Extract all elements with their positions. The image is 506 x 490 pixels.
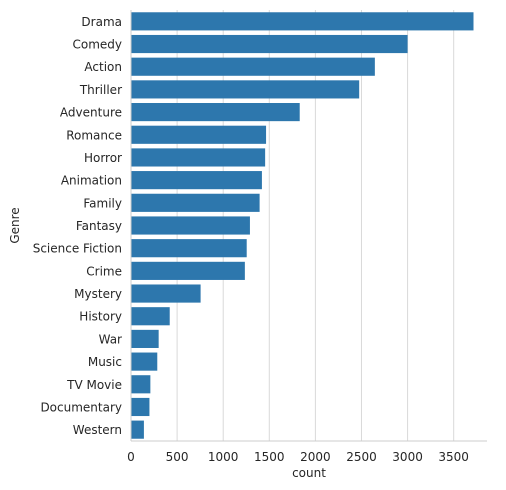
x-tick-label: 3000: [392, 450, 423, 464]
y-tick-label: Animation: [61, 174, 122, 188]
y-axis-label: Genre: [8, 207, 22, 243]
bar-comedy: [131, 34, 408, 54]
x-tick-labels: 0 500 1000 1500 2000 2500 3000 3500: [127, 450, 469, 464]
bar-romance: [131, 125, 267, 144]
bar-thriller: [131, 80, 360, 99]
x-tick-label: 0: [127, 450, 135, 464]
y-tick-label: History: [79, 310, 122, 324]
bar-history: [131, 307, 170, 326]
bar-mystery: [131, 284, 201, 303]
y-tick-label: Fantasy: [76, 219, 122, 233]
x-tick-label: 500: [166, 450, 189, 464]
bar-animation: [131, 171, 262, 190]
y-tick-label: Science Fiction: [33, 242, 122, 256]
bar-music: [131, 352, 158, 371]
bar-western: [131, 420, 144, 439]
x-tick-label: 1000: [208, 450, 239, 464]
y-tick-label: Thriller: [79, 83, 122, 97]
y-tick-label: Mystery: [74, 287, 122, 301]
x-tick-label: 2000: [300, 450, 331, 464]
bar-adventure: [131, 103, 300, 122]
y-tick-label: Adventure: [60, 106, 122, 120]
bar-crime: [131, 261, 245, 280]
y-tick-label: War: [99, 332, 122, 346]
y-tick-label: Music: [88, 355, 122, 369]
x-tick-label: 3500: [438, 450, 469, 464]
y-tick-label: Western: [73, 423, 122, 437]
bars: [131, 12, 474, 439]
bar-science-fiction: [131, 239, 247, 258]
x-axis-label: count: [292, 466, 326, 480]
y-tick-label: Crime: [86, 264, 122, 278]
y-tick-label: TV Movie: [66, 378, 122, 392]
bar-war: [131, 329, 159, 348]
y-tick-label: Comedy: [72, 38, 122, 52]
axes: [130, 10, 487, 442]
bar-drama: [131, 12, 474, 31]
bar-horror: [131, 148, 266, 167]
x-tick-label: 1500: [254, 450, 285, 464]
bar-family: [131, 193, 260, 212]
x-tick-label: 2500: [346, 450, 377, 464]
y-tick-label: Family: [83, 196, 122, 210]
y-tick-label: Action: [84, 60, 122, 74]
y-tick-label: Documentary: [40, 400, 122, 414]
bar-action: [131, 57, 375, 76]
bar-tv-movie: [131, 375, 151, 394]
y-tick-label: Drama: [81, 15, 122, 29]
y-tick-labels: Drama Comedy Action Thriller Adventure Romanc…: [33, 15, 122, 437]
y-tick-label: Romance: [66, 128, 122, 142]
y-tick-label: Horror: [84, 151, 122, 165]
bar-documentary: [131, 397, 150, 417]
bar-fantasy: [131, 216, 250, 235]
